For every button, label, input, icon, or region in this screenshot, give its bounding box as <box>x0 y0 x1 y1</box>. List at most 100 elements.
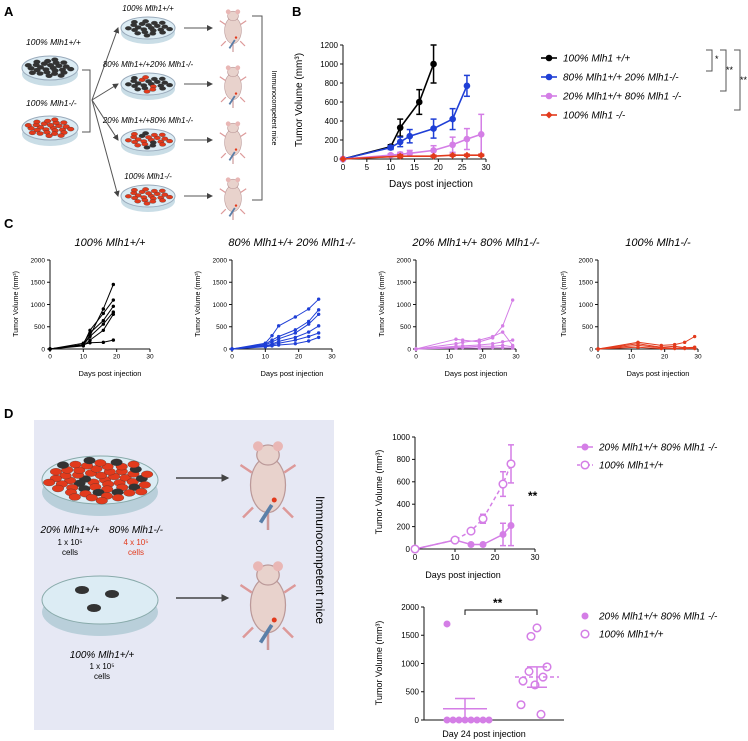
c-xlabel-2: Days post injection <box>445 369 508 378</box>
cell <box>158 76 166 81</box>
syringe <box>228 95 236 105</box>
cell <box>145 135 152 140</box>
c-point <box>500 330 505 334</box>
dish1-unit-wt: cells <box>62 548 78 557</box>
c-point <box>490 341 495 346</box>
c2-xtick-label: 0 <box>414 354 418 361</box>
c1-ytick-label: 0 <box>223 346 227 353</box>
c3-ytick-label: 2000 <box>579 257 594 264</box>
dl-ytick-label: 1000 <box>392 433 410 442</box>
c1-ytick-label: 1500 <box>213 280 228 287</box>
dd-ytick-label: 1500 <box>401 631 419 640</box>
c3-xtick-label: 20 <box>661 354 669 361</box>
dl-point <box>498 479 508 489</box>
c1-xtick-label: 0 <box>230 354 234 361</box>
mouse-body <box>249 576 287 634</box>
c3-ytick-label: 0 <box>589 346 593 353</box>
c3-ytick-label: 1500 <box>579 280 594 287</box>
mouse-ear <box>273 441 283 452</box>
panel-d-line-chart: Tumor Volume (mm³) Days post injection *… <box>374 433 718 580</box>
c-point <box>276 343 281 347</box>
cell <box>45 133 53 138</box>
dl-xtick-label: 10 <box>451 553 460 562</box>
panel-b-chart: Tumor Volume (mm³) Days post injection 0… <box>294 41 748 190</box>
b-xtick-label: 30 <box>482 163 491 172</box>
cell <box>92 488 105 497</box>
cell <box>166 83 173 88</box>
b-point <box>449 115 456 123</box>
c2-xtick-label: 30 <box>512 354 520 361</box>
dd-point <box>532 623 542 633</box>
dish-label-2: 20% Mlh1+/+80% Mlh1-/- <box>102 116 194 125</box>
panel-b-xlabel: Days post injection <box>389 179 473 190</box>
legend-marker-3 <box>545 111 553 119</box>
c-point <box>316 312 321 316</box>
c2-ytick-label: 0 <box>407 346 411 353</box>
panel-b-significance <box>706 49 741 111</box>
dl-ytick-label: 800 <box>397 455 411 464</box>
c-line-3-0 <box>597 336 695 350</box>
cell <box>141 470 154 478</box>
cell <box>138 481 151 489</box>
c0-ytick-label: 1000 <box>31 302 46 309</box>
dd-point <box>516 700 526 710</box>
c-point <box>460 345 465 350</box>
cell <box>125 26 132 31</box>
cell <box>143 145 151 150</box>
arrow-3 <box>91 99 120 197</box>
b-ytick-label: 600 <box>325 98 339 107</box>
mouse-ear <box>235 177 241 183</box>
panel-label-d: D <box>4 406 13 421</box>
dish-label-1: 80% Mlh1+/+20% Mlh1-/- <box>103 60 194 69</box>
mouse-ear <box>253 561 263 572</box>
syringe <box>258 623 274 644</box>
dl-ytick-label: 200 <box>397 522 411 531</box>
cell <box>145 23 152 28</box>
cell <box>85 494 98 502</box>
c-point <box>477 338 482 342</box>
c-point <box>306 319 311 324</box>
legend-marker-2 <box>545 92 553 100</box>
c-point <box>230 347 234 351</box>
b-ytick-label: 800 <box>325 79 339 88</box>
c-point <box>316 324 321 328</box>
c-point <box>263 345 268 349</box>
c-point <box>88 328 92 333</box>
mouse-body <box>224 72 242 100</box>
c-point <box>111 298 116 302</box>
mouse-ear <box>235 121 241 127</box>
dl-ytick-label: 0 <box>406 545 411 554</box>
panel-d-schematic: 20% Mlh1+/+ 80% Mlh1-/- 1 x 10⁵ cells 4 … <box>34 420 334 730</box>
c-point <box>88 341 92 345</box>
cell <box>33 119 41 125</box>
dl-ytick-label: 400 <box>397 500 411 509</box>
c-point <box>454 337 458 341</box>
sig-1: * <box>715 54 719 64</box>
mouse-head <box>227 10 239 22</box>
cell <box>95 497 108 505</box>
dish1-count-wt: 1 x 10⁵ <box>57 538 82 547</box>
c-line-3-3 <box>597 346 695 350</box>
cell <box>161 80 169 85</box>
b-point <box>430 152 438 160</box>
cell <box>67 126 75 132</box>
cell <box>159 30 166 35</box>
dd-legend-label-0: 20% Mlh1+/+ 80% Mlh1 -/- <box>598 612 718 623</box>
d-dot-sig-bracket <box>464 609 538 615</box>
c2-ytick-label: 1000 <box>397 302 412 309</box>
c-point <box>510 298 515 302</box>
dl-legend-marker-0 <box>581 443 589 451</box>
cell <box>159 142 166 147</box>
cell <box>149 143 157 148</box>
dl-line-1 <box>414 463 512 550</box>
b-point <box>430 125 437 132</box>
d-dot-ylabel: Tumor Volume (mm³) <box>374 621 384 706</box>
c0-xtick-label: 20 <box>113 354 121 361</box>
sig-3: ** <box>740 75 748 85</box>
c-point <box>88 334 92 339</box>
dd-point <box>518 676 528 686</box>
b-point <box>396 138 404 146</box>
d-line-ylabel: Tumor Volume (mm³) <box>374 450 384 535</box>
cell <box>57 461 69 469</box>
c-point <box>659 346 664 351</box>
